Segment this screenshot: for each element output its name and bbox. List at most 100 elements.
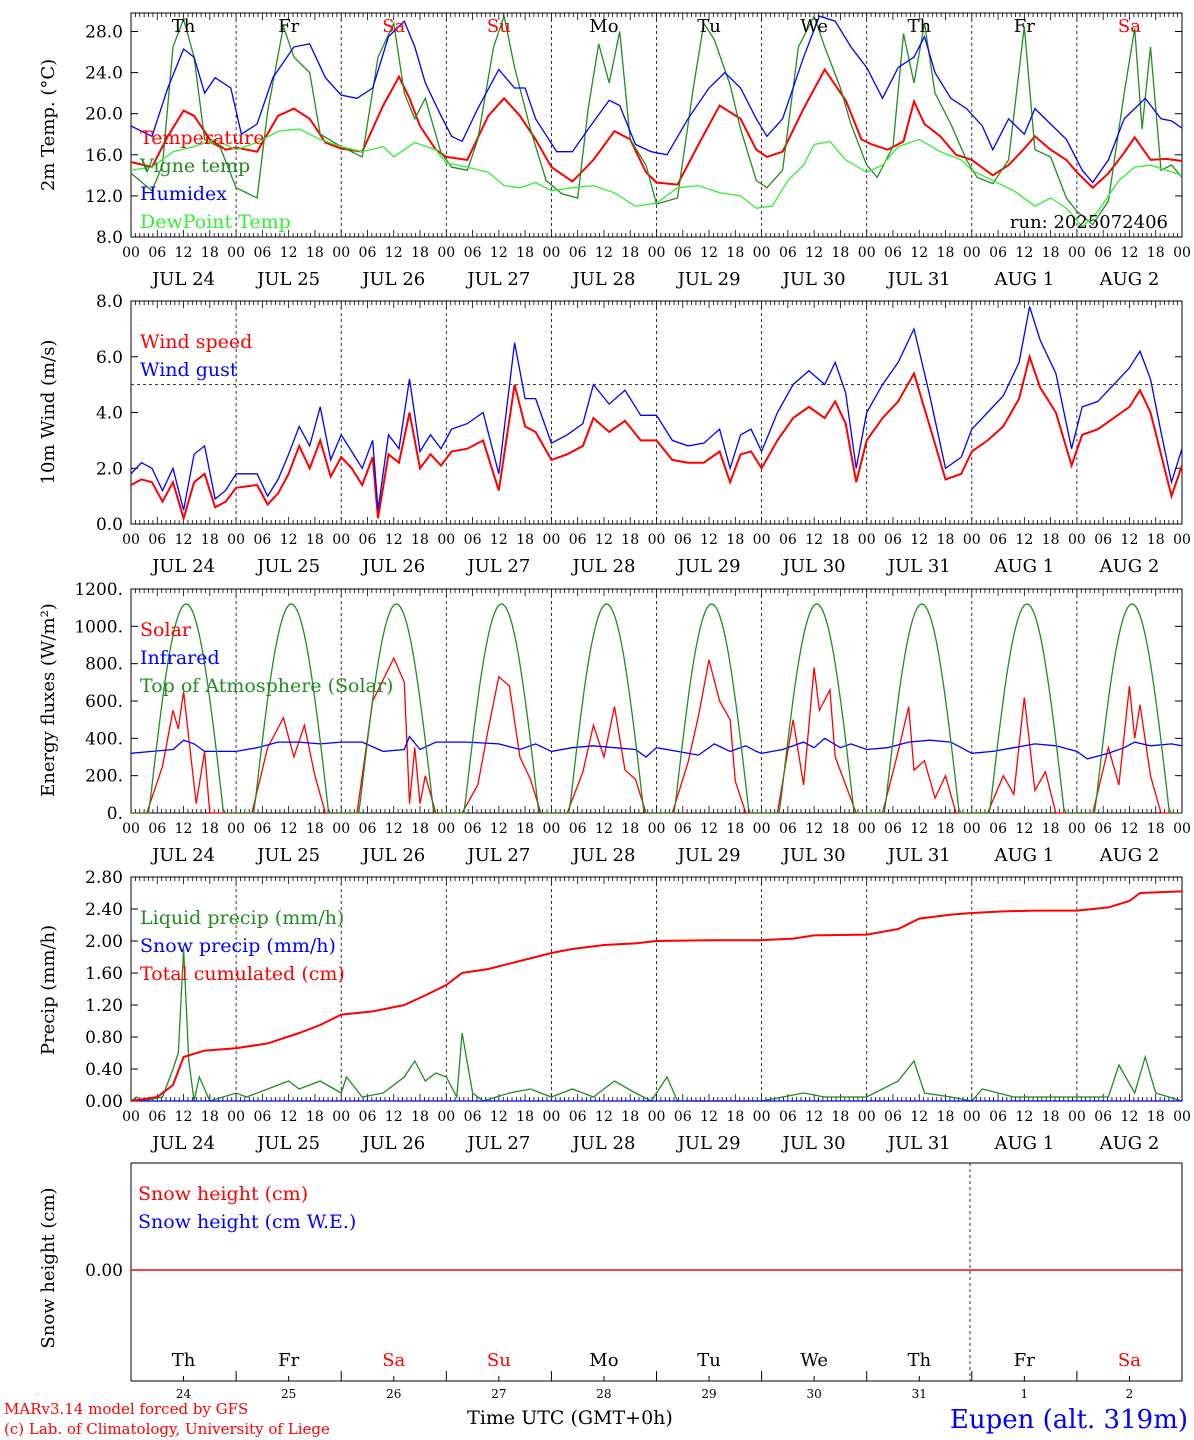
day-number: 2 xyxy=(1126,1387,1134,1401)
hour-label: 18 xyxy=(937,1109,955,1125)
day-name: Sa xyxy=(1118,16,1141,37)
hour-label: 18 xyxy=(411,245,429,261)
date-label: JUL 31 xyxy=(886,269,951,290)
hour-label: 12 xyxy=(280,821,298,837)
y-tick-label: 0.00 xyxy=(85,1092,123,1112)
hour-label: 06 xyxy=(674,245,692,261)
hour-label: 18 xyxy=(306,532,324,548)
hour-label: 18 xyxy=(1042,1109,1060,1125)
date-label: AUG 1 xyxy=(993,845,1054,866)
day-number: 30 xyxy=(807,1387,822,1401)
hour-label: 00 xyxy=(1173,245,1191,261)
hour-label: 12 xyxy=(910,245,928,261)
date-label: JUL 31 xyxy=(886,556,951,577)
y-tick-label: 0.40 xyxy=(85,1060,123,1080)
hour-label: 18 xyxy=(937,245,955,261)
hour-label: 12 xyxy=(805,1109,823,1125)
hour-label: 06 xyxy=(674,1109,692,1125)
legend-entry: Wind speed xyxy=(140,331,252,353)
y-tick-label: 800. xyxy=(85,655,123,675)
hour-label: 18 xyxy=(937,532,955,548)
hour-label: 18 xyxy=(621,532,639,548)
hour-label: 00 xyxy=(858,532,876,548)
hour-label: 12 xyxy=(700,821,718,837)
hour-label: 06 xyxy=(779,1109,797,1125)
day-name: Tu xyxy=(697,1350,721,1371)
y-axis-title: Snow height (cm) xyxy=(38,1187,59,1348)
hour-label: 12 xyxy=(595,532,613,548)
series-line-temperature xyxy=(130,67,1183,190)
hour-label: 12 xyxy=(700,532,718,548)
hour-label: 00 xyxy=(332,821,350,837)
day-name: Sa xyxy=(382,16,405,37)
hour-label: 12 xyxy=(910,821,928,837)
legend-entry: Snow height (cm) xyxy=(138,1183,308,1205)
day-number: 26 xyxy=(386,1387,401,1401)
hour-label: 18 xyxy=(1147,245,1165,261)
hour-label: 00 xyxy=(963,532,981,548)
hour-label: 18 xyxy=(621,821,639,837)
hour-label: 00 xyxy=(227,245,245,261)
hour-label: 06 xyxy=(779,245,797,261)
hour-label: 12 xyxy=(490,1109,508,1125)
hour-label: 06 xyxy=(148,532,166,548)
hour-label: 06 xyxy=(1094,532,1112,548)
hour-label: 12 xyxy=(490,245,508,261)
y-tick-label: 1.60 xyxy=(85,964,123,984)
series-line-wind-speed xyxy=(130,353,1183,522)
date-label: JUL 29 xyxy=(676,269,741,290)
hour-label: 00 xyxy=(437,245,455,261)
hour-label: 00 xyxy=(648,532,666,548)
hour-label: 12 xyxy=(700,245,718,261)
day-name: Fr xyxy=(278,1350,299,1371)
hour-label: 18 xyxy=(621,245,639,261)
hour-label: 18 xyxy=(1147,1109,1165,1125)
hour-label: 18 xyxy=(306,1109,324,1125)
y-axis-title: Energy fluxes (W/m²) xyxy=(38,603,59,797)
x-axis-title: Time UTC (GMT+0h) xyxy=(467,1407,673,1429)
y-axis-title: 10m Wind (m/s) xyxy=(38,340,59,485)
hour-label: 12 xyxy=(175,532,193,548)
date-label: AUG 1 xyxy=(993,1133,1054,1154)
hour-label: 06 xyxy=(884,245,902,261)
legend-entry: DewPoint Temp xyxy=(140,211,291,233)
day-name: Th xyxy=(172,1350,196,1371)
hour-label: 00 xyxy=(122,245,140,261)
day-number: 29 xyxy=(701,1387,716,1401)
date-label: JUL 25 xyxy=(255,556,320,577)
legend-entry: Snow precip (mm/h) xyxy=(140,935,336,957)
hour-label: 06 xyxy=(674,532,692,548)
hour-label: 12 xyxy=(280,1109,298,1125)
y-tick-label: 1000. xyxy=(74,617,123,637)
hour-label: 06 xyxy=(253,821,271,837)
hour-label: 12 xyxy=(175,245,193,261)
hour-label: 06 xyxy=(779,821,797,837)
series-line-dewpoint-temp xyxy=(130,128,1183,228)
y-axis-title: Precip (mm/h) xyxy=(38,925,59,1055)
hour-label: 00 xyxy=(542,532,560,548)
y-axis-title: 2m Temp. (°C) xyxy=(38,59,59,191)
legend-entry: Vigne temp xyxy=(139,155,250,177)
day-name: Th xyxy=(907,1350,931,1371)
series-line-wind-gust xyxy=(130,306,1183,511)
hour-label: 18 xyxy=(1042,532,1060,548)
hour-label: 12 xyxy=(805,245,823,261)
date-label: JUL 29 xyxy=(676,556,741,577)
hour-label: 00 xyxy=(858,1109,876,1125)
y-tick-label: 0. xyxy=(107,804,123,824)
date-label: JUL 24 xyxy=(150,269,215,290)
hour-label: 12 xyxy=(385,821,403,837)
panel-2 xyxy=(130,588,1183,814)
hour-label: 06 xyxy=(569,532,587,548)
hour-label: 00 xyxy=(122,821,140,837)
hour-label: 18 xyxy=(516,821,534,837)
footer-model: MARv3.14 model forced by GFS xyxy=(4,1400,248,1418)
day-name: Sa xyxy=(382,1350,405,1371)
panel-1 xyxy=(130,300,1183,525)
series-line-top-of-atmosphere-solar- xyxy=(131,603,1182,814)
day-name: We xyxy=(800,1350,828,1371)
date-label: JUL 28 xyxy=(570,269,635,290)
hour-label: 00 xyxy=(227,821,245,837)
hour-label: 18 xyxy=(1042,821,1060,837)
